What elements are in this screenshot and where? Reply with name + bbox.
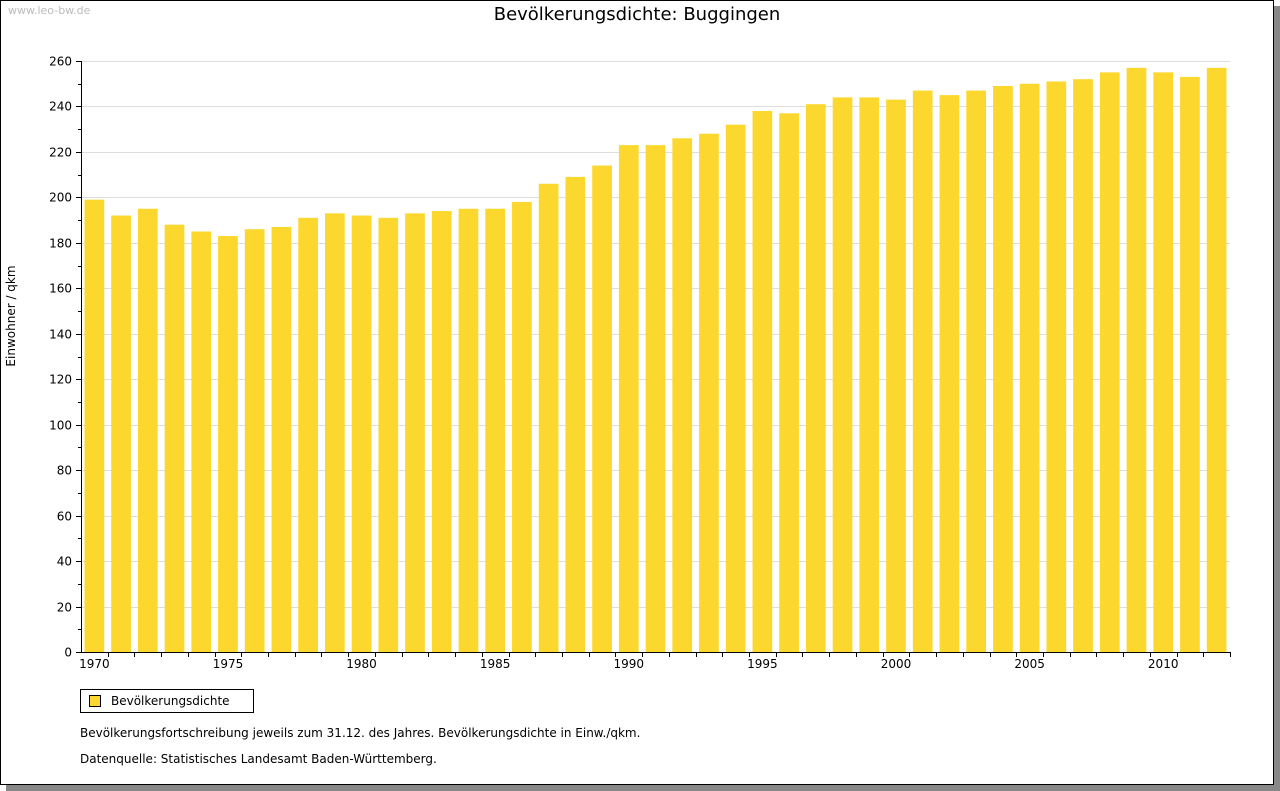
- x-tick-label: 1975: [213, 657, 244, 671]
- y-tick-label: 100: [49, 419, 72, 433]
- bar-1986: [512, 201, 532, 652]
- bar-2010: [1153, 72, 1174, 653]
- bar-1979: [324, 213, 345, 653]
- watermark: www.leo-bw.de: [8, 4, 91, 17]
- legend-swatch: [89, 695, 101, 707]
- bar-2001: [912, 90, 933, 653]
- x-tick-label: 1995: [747, 657, 778, 671]
- x-tick-label: 2010: [1148, 657, 1179, 671]
- bar-2003: [966, 90, 987, 653]
- bar-chart: 0 20 40 60 80 100 120 140 160 180 200 220 240 260 1970…: [49, 55, 1231, 671]
- bar-2006: [1046, 81, 1067, 652]
- bar-2004: [993, 86, 1013, 652]
- bar-2011: [1180, 76, 1200, 652]
- y-tick-label: 20: [57, 601, 72, 615]
- bar-1989: [592, 165, 612, 653]
- bar-1985: [485, 208, 506, 652]
- bar-2008: [1099, 72, 1120, 653]
- y-tick-label: 80: [57, 464, 72, 478]
- y-tick-label: 180: [49, 237, 72, 251]
- y-tick-label: 140: [49, 328, 72, 342]
- y-tick-label: 220: [49, 146, 72, 160]
- y-tick-label: 160: [49, 282, 72, 296]
- bar-1982: [405, 213, 425, 653]
- bar-1997: [805, 104, 826, 652]
- bar-1974: [191, 231, 212, 652]
- note-description: Bevölkerungsfortschreibung jeweils zum 3…: [80, 726, 641, 740]
- y-tick-label: 0: [64, 646, 72, 660]
- bar-1995: [752, 111, 773, 652]
- x-tick-label: 1990: [614, 657, 645, 671]
- bar-2002: [939, 95, 960, 653]
- bar-1998: [832, 97, 853, 652]
- y-tick-label: 260: [49, 55, 72, 69]
- bar-1992: [672, 138, 693, 653]
- bar-1971: [111, 215, 131, 653]
- bar-2012: [1206, 67, 1227, 653]
- bar-1994: [725, 124, 746, 652]
- bar-1973: [164, 224, 185, 652]
- y-tick-label: 60: [57, 510, 72, 524]
- bar-1980: [351, 215, 372, 653]
- bar-1996: [779, 113, 799, 653]
- chart-title: Bevölkerungsdichte: Buggingen: [493, 4, 781, 25]
- bar-1999: [859, 97, 880, 652]
- bar-1991: [645, 145, 666, 652]
- bar-2005: [1019, 83, 1040, 652]
- bar-1987: [538, 183, 559, 652]
- bar-1972: [137, 208, 158, 652]
- bar-2007: [1073, 79, 1093, 652]
- x-tick-label: 2000: [881, 657, 912, 671]
- bar-1990: [618, 145, 639, 652]
- legend-label: Bevölkerungsdichte: [111, 694, 230, 708]
- bar-1984: [458, 208, 479, 652]
- bar-1975: [218, 236, 238, 652]
- bar-1993: [699, 133, 719, 652]
- y-tick-label: 240: [49, 100, 72, 114]
- bar-1988: [565, 176, 586, 652]
- x-tick-label: 1970: [79, 657, 110, 671]
- y-tick-label: 200: [49, 191, 72, 205]
- x-tick-label: 2005: [1014, 657, 1045, 671]
- y-tick-label: 120: [49, 373, 72, 387]
- bar-1976: [244, 229, 265, 652]
- bar-1978: [298, 217, 318, 653]
- y-tick-label: 40: [57, 555, 72, 569]
- bar-1983: [431, 211, 452, 652]
- x-tick-label: 1985: [480, 657, 511, 671]
- bar-1981: [378, 217, 399, 653]
- bar-1977: [271, 226, 292, 652]
- x-tick-label: 1980: [346, 657, 377, 671]
- bar-1970: [84, 199, 105, 652]
- bar-2009: [1126, 67, 1147, 653]
- bar-2000: [886, 99, 906, 652]
- note-source: Datenquelle: Statistisches Landesamt Bad…: [80, 752, 437, 766]
- legend: Bevölkerungsdichte: [80, 689, 254, 713]
